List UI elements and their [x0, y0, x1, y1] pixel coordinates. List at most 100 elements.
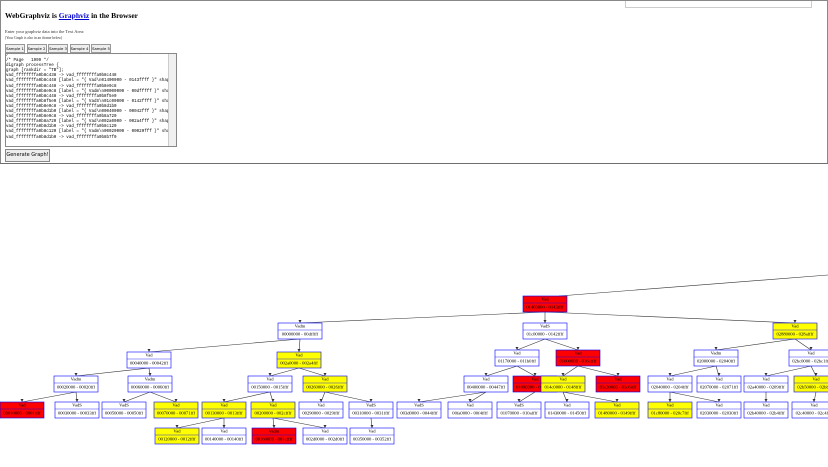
node-range: 02c40000 - 02c4ffff: [796, 411, 828, 416]
graph-node[interactable]: Vad 02070000 - 02071fff: [696, 375, 742, 393]
node-box: [302, 375, 348, 393]
edge: [148, 338, 301, 353]
graph-node[interactable]: Vad 02030000 - 02030fff: [696, 401, 742, 419]
graph-node[interactable]: VadS 003d0000 - 0044ffff: [396, 401, 442, 419]
node-box: [201, 401, 247, 419]
node-box: [540, 375, 586, 393]
arrowhead: [809, 347, 813, 350]
graph-node[interactable]: Vad 01c30000 - 01c6ffff: [595, 375, 641, 393]
code-line: vad_ffffffffa0b8e9c8 -> vad_ffffffffa0b8…: [6, 104, 117, 109]
node-label: Vad: [531, 377, 539, 382]
graph-node[interactable]: VadS 00310000 - 0031ffff: [348, 401, 394, 419]
node-label: Vad: [466, 403, 474, 408]
graph-node[interactable]: Vad 02880000 - 028affff: [772, 322, 818, 340]
node-label: Vad: [317, 403, 325, 408]
graph-node[interactable]: Vad 00350000 - 00352fff: [349, 427, 395, 445]
graph-node[interactable]: Vad 02bc0000 - 02bc1fff: [788, 349, 828, 367]
graph-node[interactable]: Vadm 02000000 - 02040fff: [693, 349, 739, 367]
graph-node[interactable]: Vadm 00160000 - 001cffff: [251, 427, 297, 445]
graph-node[interactable]: Vad 02b50000 - 02bbffff: [793, 375, 828, 393]
graph-node[interactable]: Vad 00140000 - 00140fff: [201, 427, 247, 445]
arrowhead: [533, 373, 537, 376]
graph-node[interactable]: Vad 01c80000 - 020c7fff: [647, 401, 693, 419]
node-box: [595, 375, 641, 393]
node-range: 01480000 - 0149ffff: [598, 411, 636, 416]
graph-node[interactable]: Vad 00040000 - 00042fff: [126, 351, 172, 369]
graph-node[interactable]: Vad 02040000 - 0204ffff: [647, 375, 693, 393]
graph-node[interactable]: VadS 01070000 - 010affff: [496, 401, 542, 419]
graph-node[interactable]: Vad 02c40000 - 02c4ffff: [791, 401, 828, 419]
graph-node[interactable]: VadS 00030000 - 00033fff: [54, 401, 100, 419]
arrowhead: [222, 399, 226, 402]
graph-node[interactable]: Vad 002a0000 - 002a4fff: [276, 351, 322, 369]
node-range: 01400000 - 0143ffff: [526, 305, 564, 310]
node-label: Vad: [715, 377, 723, 382]
node-label: Vadm: [269, 429, 280, 434]
graph-node[interactable]: Vad 00290000 - 0029ffff: [298, 401, 344, 419]
graphviz-link[interactable]: Graphviz: [58, 11, 90, 20]
graph-node[interactable]: Vad 01430000 - 01450fff: [544, 401, 590, 419]
node-label: Vad: [762, 403, 770, 408]
graph-node[interactable]: Vad 00120000 - 0012ffff: [154, 427, 200, 445]
node-range: 00060000 - 00060fff: [131, 385, 170, 390]
graph-node[interactable]: Vad 02b40000 - 02b4ffff: [743, 401, 789, 419]
node-box: [396, 401, 442, 419]
node-box: [788, 349, 828, 367]
arrowhead: [175, 425, 179, 428]
graph-node[interactable]: Vadm 00000000 - 00dfffff: [277, 322, 323, 340]
arrowhead: [20, 399, 24, 402]
graph-node[interactable]: Vadm 00060000 - 00060fff: [127, 375, 173, 393]
node-label: Vadm: [71, 377, 82, 382]
graph-node[interactable]: Vad 02a40000 - 0209ffff: [743, 375, 789, 393]
graph-node[interactable]: Vad 00200000 - 002cffff: [250, 401, 296, 419]
graph-view: Vad 01400000 - 0143ffff Vadm 00000000 - 00d…: [0, 163, 828, 445]
arrowhead: [764, 373, 768, 376]
arrowhead: [561, 373, 565, 376]
node-box: [101, 401, 147, 419]
node-range: 00040000 - 00042fff: [130, 361, 169, 366]
graph-node[interactable]: Vadm 00020000 - 00020fff: [53, 375, 99, 393]
graph-node[interactable]: Vad 01400000 - 0143ffff: [522, 295, 568, 313]
node-box: [772, 322, 818, 340]
node-label: Vad: [220, 403, 228, 408]
arrowhead: [717, 373, 721, 376]
sample-button[interactable]: Sample 4: [69, 44, 90, 53]
node-box: [696, 375, 742, 393]
scrollbar[interactable]: [168, 54, 176, 146]
graph-node[interactable]: Vad 002d0000 - 002d0fff: [302, 427, 348, 445]
graph-node[interactable]: VadS 01c00000 - 0142ffff: [522, 322, 568, 340]
arrowhead: [75, 399, 79, 402]
graph-node[interactable]: Vad 00400000 - 00447fff: [463, 375, 509, 393]
code-line: /***************************************…: [6, 54, 142, 58]
node-range: 014c0000 - 0148ffff: [544, 385, 581, 390]
graph-node[interactable]: Vad 01170000 - 011b0fff: [494, 349, 540, 367]
node-range: 002a0000 - 002a4fff: [280, 361, 318, 366]
graph-node[interactable]: Vad 014c0000 - 0148ffff: [540, 375, 586, 393]
graph-node[interactable]: Vad 00fa0000 - 00f4ffff: [447, 401, 493, 419]
arrowhead: [417, 399, 421, 402]
node-box: [791, 401, 828, 419]
sample-button[interactable]: Sample 1: [5, 44, 25, 53]
generate-button[interactable]: Generate Graph!: [5, 149, 50, 162]
code-line: vad_ffffffffa0b8d1b0 -> vad_ffffffffa0b8…: [6, 135, 117, 140]
arrowhead: [812, 399, 816, 402]
node-box: [647, 401, 693, 419]
graph-node[interactable]: Vad 00260000 - 0026ffff: [302, 375, 348, 393]
sample-button[interactable]: Sample 3: [48, 44, 68, 53]
edge: [516, 365, 536, 377]
edge: [21, 391, 77, 403]
graph-text-area[interactable]: /***************************************…: [5, 53, 177, 147]
sample-button[interactable]: Sample 5: [91, 44, 111, 53]
node-label: VadS: [540, 324, 550, 329]
graph-node[interactable]: Vad 00070000 - 00071fff: [153, 401, 199, 419]
graph-node[interactable]: Vad 00010000 - 0001ffff: [0, 401, 45, 419]
graph-node[interactable]: VadS 00050000 - 00050fff: [101, 401, 147, 419]
graph-node[interactable]: Vad 01600000 - 016cffff: [555, 349, 601, 367]
code-line: vad_ffffffffa0b8e9c8 -> vad_ffffffffa0b8…: [6, 115, 117, 120]
edge: [544, 338, 579, 351]
page-title: WebGraphviz is Graphviz in the Browser: [5, 11, 138, 20]
graph-node[interactable]: Vad 00150000 - 0015ffff: [247, 375, 293, 393]
sample-button[interactable]: Sample 2: [26, 44, 47, 53]
graph-node[interactable]: Vad 01480000 - 0149ffff: [594, 401, 640, 419]
graph-node[interactable]: Vad 00130000 - 0013ffff: [201, 401, 247, 419]
